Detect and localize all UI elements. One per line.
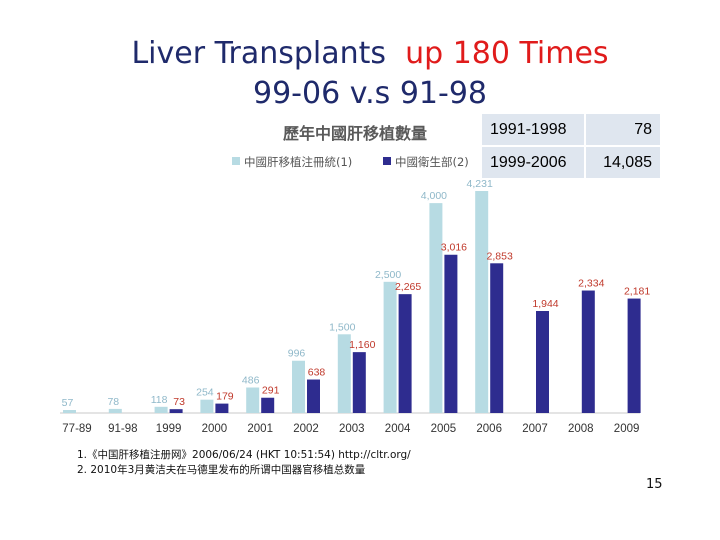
bar-registry xyxy=(200,399,214,413)
x-tick-label: 2000 xyxy=(202,423,228,435)
source-note: 1.《中国肝移植注册网》2006/06/24 (HKT 10:51:54) ht… xyxy=(77,449,411,461)
bar-ministry xyxy=(307,379,320,413)
bar-registry xyxy=(475,190,489,413)
x-tick-label: 2001 xyxy=(247,423,273,435)
data-label: 4,231 xyxy=(467,178,493,190)
table-row: 1991-1998 78 xyxy=(480,112,662,147)
x-tick-label: 2003 xyxy=(339,423,365,435)
period-cell: 1999-2006 xyxy=(480,145,586,180)
data-label: 254 xyxy=(196,387,214,399)
bar-ministry xyxy=(215,403,229,413)
bar-ministry xyxy=(398,294,412,413)
data-label: 996 xyxy=(288,348,306,360)
data-label: 2,265 xyxy=(395,281,421,293)
title-part-red: up 180 Times xyxy=(405,36,609,71)
bar-registry xyxy=(154,406,168,413)
slide-title-line2: 99-06 v.s 91-98 xyxy=(252,76,487,111)
legend-label: 中國肝移植注冊統(1) xyxy=(244,155,352,169)
data-label: 118 xyxy=(151,394,168,406)
x-tick-label: 2007 xyxy=(522,423,548,435)
bar-registry xyxy=(429,203,443,413)
data-label: 2,181 xyxy=(624,286,650,298)
value-cell: 78 xyxy=(584,112,662,147)
legend-swatch xyxy=(383,157,391,165)
x-tick-label: 2009 xyxy=(614,423,640,435)
data-label: 291 xyxy=(262,385,280,397)
page-number: 15 xyxy=(646,477,663,492)
bar-ministry xyxy=(490,263,504,413)
title-part-black: Liver Transplants xyxy=(131,36,387,71)
x-tick-label: 2004 xyxy=(385,423,411,435)
data-label: 2,500 xyxy=(375,269,401,281)
x-tick-label: 2005 xyxy=(431,423,457,435)
bar-ministry xyxy=(261,397,275,413)
bar-registry xyxy=(292,360,305,413)
data-label: 73 xyxy=(173,396,185,408)
period-cell: 1991-1998 xyxy=(480,112,586,147)
data-label: 4,000 xyxy=(421,190,447,202)
data-label: 3,016 xyxy=(441,242,467,254)
data-label: 57 xyxy=(62,397,74,409)
bar-ministry xyxy=(169,409,183,413)
data-label: 1,944 xyxy=(532,298,558,310)
slide-title-line1: Liver Transplants up 180 Times xyxy=(10,36,720,72)
data-label: 78 xyxy=(107,396,119,408)
bar-ministry xyxy=(444,254,458,413)
x-tick-label: 91-98 xyxy=(108,423,137,435)
legend-label: 中國衛生部(2) xyxy=(395,155,469,169)
bar-ministry xyxy=(536,310,549,413)
data-label: 1,160 xyxy=(349,339,375,351)
x-tick-label: 1999 xyxy=(156,423,182,435)
x-tick-label: 2002 xyxy=(293,423,319,435)
bar-ministry xyxy=(627,298,641,413)
bar-registry xyxy=(337,334,351,413)
x-tick-label: 77-89 xyxy=(62,423,91,435)
bar-registry xyxy=(383,281,397,413)
data-label: 2,853 xyxy=(487,250,513,262)
data-label: 638 xyxy=(308,367,326,379)
x-tick-label: 2006 xyxy=(476,423,502,435)
bar-ministry xyxy=(352,352,366,413)
source-notes: 1.《中国肝移植注册网》2006/06/24 (HKT 10:51:54) ht… xyxy=(77,448,411,478)
data-label: 2,334 xyxy=(578,278,604,290)
table-row: 1999-2006 14,085 xyxy=(480,145,662,180)
legend-swatch xyxy=(232,157,240,165)
chart-title: 歷年中國肝移植數量 xyxy=(283,124,427,143)
bar-registry xyxy=(63,410,76,413)
bar-registry xyxy=(108,408,122,413)
x-tick-label: 2008 xyxy=(568,423,594,435)
value-cell: 14,085 xyxy=(584,145,662,180)
data-label: 1,500 xyxy=(329,321,355,333)
data-label: 179 xyxy=(216,391,234,403)
comparison-table: 1991-1998 78 1999-2006 14,085 xyxy=(480,112,662,180)
source-note: 2. 2010年3月黄洁夫在马德里发布的所谓中国器官移植总数量 xyxy=(77,464,366,476)
bar-registry xyxy=(246,387,260,413)
data-label: 486 xyxy=(242,374,260,386)
bar-ministry xyxy=(581,290,595,413)
